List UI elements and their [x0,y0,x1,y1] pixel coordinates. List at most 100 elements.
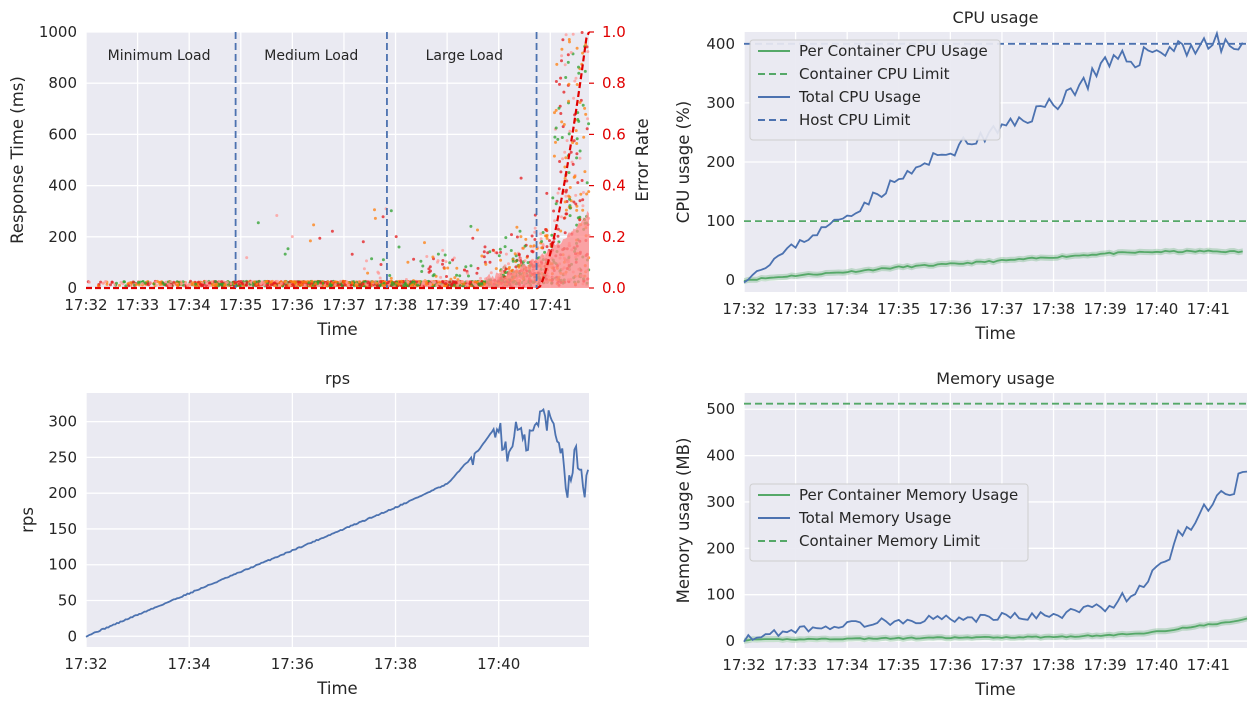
data-point [562,216,566,220]
data-point [99,280,103,284]
data-point [560,47,564,51]
data-point [388,274,392,277]
data-point [476,266,480,270]
data-point [386,281,390,285]
data-point [533,226,537,230]
x-tick-label: 17:39 [1084,300,1127,318]
data-point [560,120,564,124]
data-point [554,108,558,112]
data-point [325,282,329,286]
data-point [275,214,279,217]
y-tick-label: 100 [706,212,735,230]
data-point [330,283,333,287]
data-point [567,38,571,41]
data-point [405,284,409,288]
x-tick-label: 17:40 [477,296,520,314]
data-point [283,252,287,256]
data-point [269,283,273,287]
data-point [575,137,579,141]
data-point [526,254,529,258]
data-point [533,230,537,234]
data-point [574,193,578,197]
data-point [425,255,429,258]
data-point [554,140,557,144]
data-point [552,209,556,213]
data-point [446,266,450,270]
data-point [425,282,428,286]
data-point [336,283,340,287]
y-tick-label: 250 [48,448,77,466]
data-point [587,122,591,126]
y-tick-label: 300 [48,413,77,431]
chart-title: Memory usage [936,369,1054,388]
y-tick-label: 200 [48,484,77,502]
data-point [586,50,590,54]
data-point [316,280,320,284]
data-point [480,282,484,286]
data-point [562,90,566,94]
data-point [208,281,212,285]
series-line [743,617,1248,642]
x-tick-label: 17:35 [219,296,262,314]
data-point [435,283,439,287]
data-point [154,280,158,284]
data-point [448,261,452,265]
data-point [495,251,499,255]
data-point [555,199,559,203]
data-point [545,245,549,249]
data-point [563,176,567,180]
data-point [294,280,298,284]
x-tick-label: 17:36 [929,300,972,318]
data-point [416,283,419,287]
data-point [558,160,562,163]
data-point [553,111,556,115]
x-tick-label: 17:33 [116,296,159,314]
data-point [371,280,375,284]
data-point [555,62,559,66]
data-point [288,284,292,287]
data-point [575,208,579,212]
data-point [276,279,280,283]
data-point [511,259,515,263]
data-point [568,197,572,201]
data-point [474,283,478,287]
data-point [441,259,445,262]
data-point [349,283,353,287]
data-point [586,117,590,121]
data-point [241,282,245,286]
data-point [523,244,527,248]
data-point [431,280,435,284]
data-point [427,270,431,274]
legend-label: Container Memory Limit [799,532,980,550]
data-point [575,83,579,86]
data-point [214,283,218,287]
x-tick-label: 17:36 [271,296,314,314]
data-point [257,279,261,283]
chart-title: CPU usage [953,8,1039,27]
data-point [564,76,568,79]
series-line [85,407,589,638]
data-point [569,150,573,154]
data-point [191,281,195,285]
data-point [585,181,589,185]
data-point [563,231,567,235]
x-tick-label: 17:41 [1187,300,1230,318]
data-point [124,284,128,288]
data-point [480,254,484,258]
scatter-points [86,31,591,288]
data-point [567,132,571,136]
data-point [273,281,277,285]
data-point [131,280,135,284]
data-point [541,242,545,246]
y-tick-label: 300 [706,94,735,112]
data-point [441,262,444,266]
data-point [158,280,162,284]
right-tick-label: 0.4 [602,177,626,195]
data-point [265,280,269,283]
data-point [476,228,479,232]
y-tick-label: 600 [48,125,77,143]
x-axis-label: Time [316,679,357,698]
data-point [377,271,381,275]
data-point [554,80,558,83]
data-point [283,280,287,284]
